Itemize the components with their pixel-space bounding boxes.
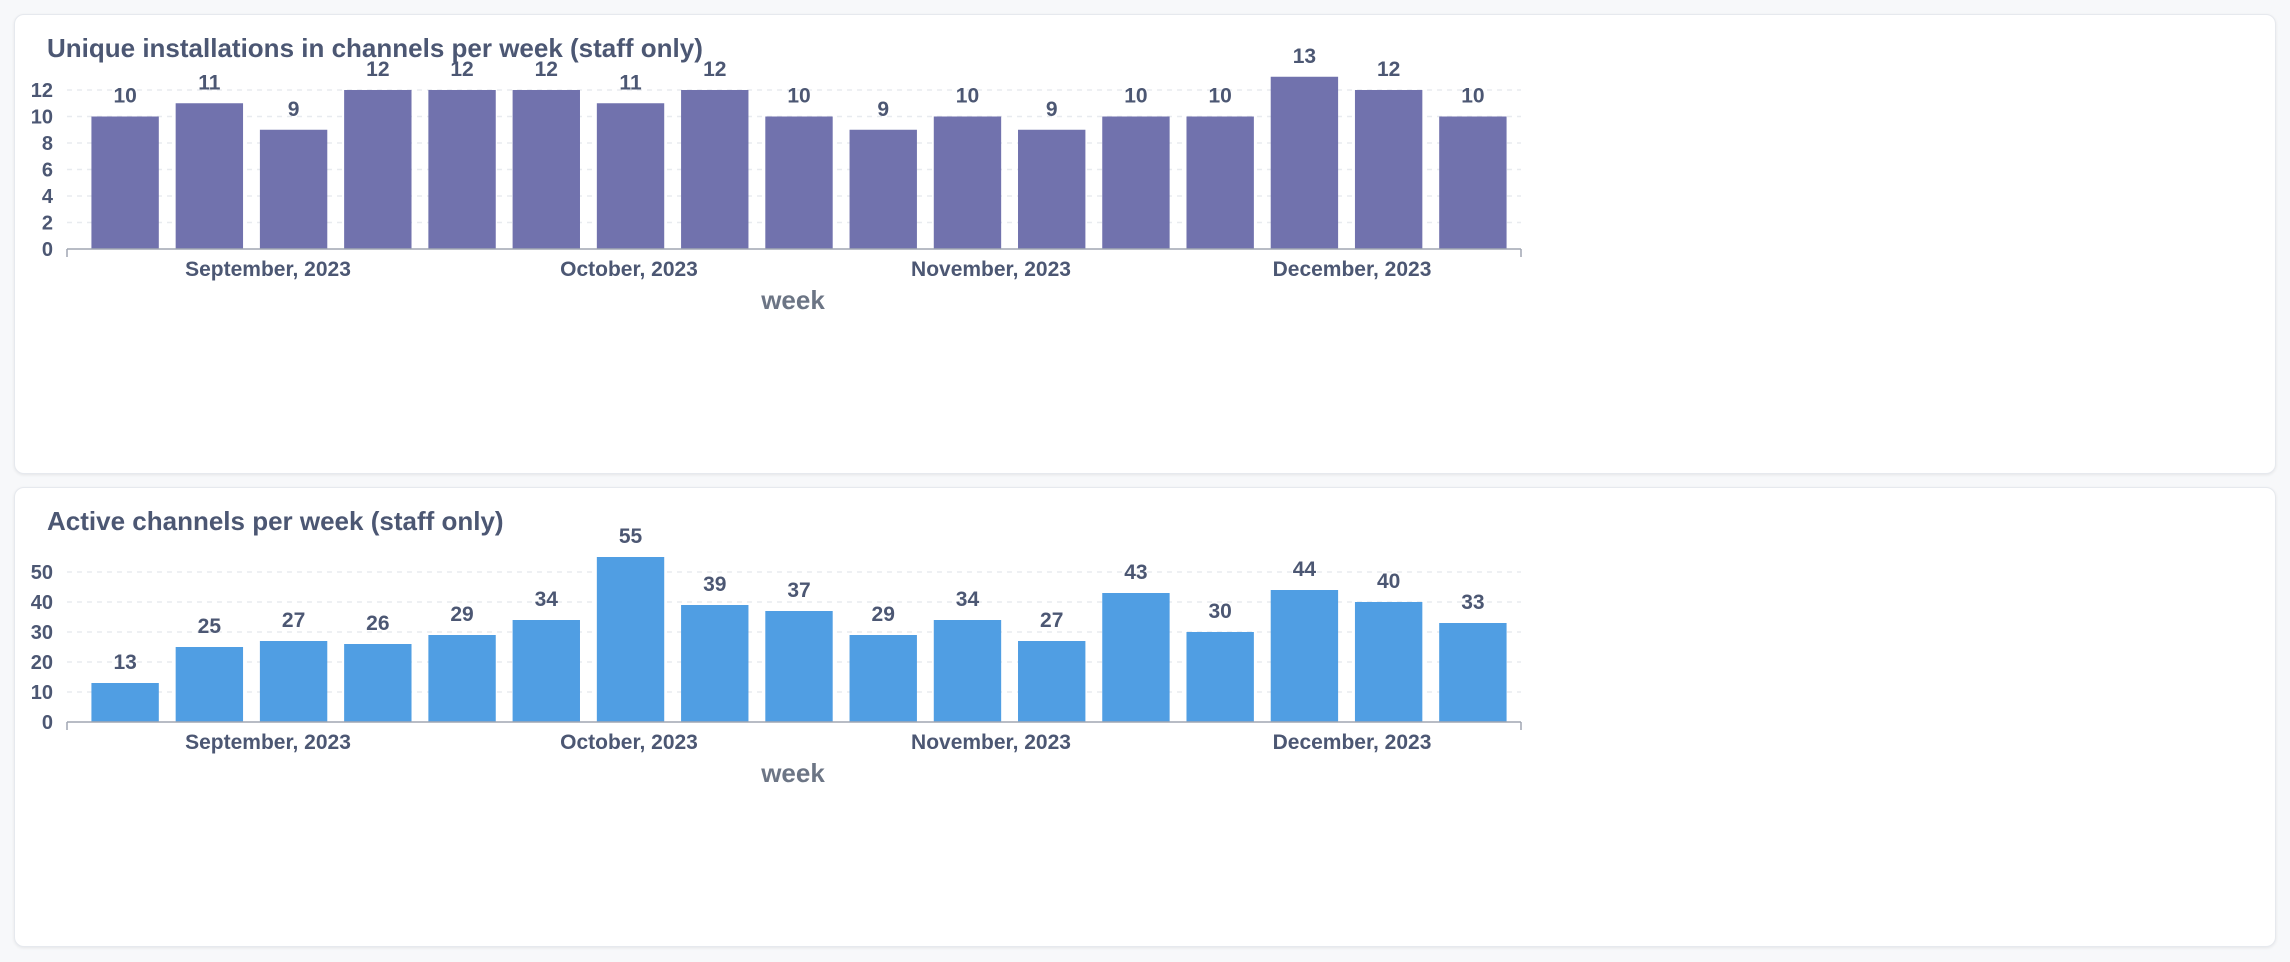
data-label: 29	[872, 603, 895, 626]
x-tick-label: December, 2023	[1273, 258, 1432, 281]
data-label: 40	[1377, 570, 1400, 593]
y-tick-label: 4	[42, 186, 54, 208]
y-tick-label: 12	[31, 80, 53, 102]
bar	[1018, 641, 1086, 722]
bar	[1439, 623, 1507, 722]
data-label: 10	[113, 85, 136, 108]
bar	[765, 116, 833, 249]
data-label: 33	[1461, 591, 1484, 614]
y-tick-label: 8	[42, 133, 53, 155]
data-label: 11	[198, 71, 221, 94]
bar	[1270, 590, 1339, 722]
x-tick-label: September, 2023	[185, 731, 351, 754]
x-tick-label: October, 2023	[560, 258, 698, 281]
data-label: 12	[535, 58, 558, 81]
data-label: 12	[366, 58, 389, 81]
data-label: 25	[198, 615, 222, 638]
data-label: 9	[288, 98, 300, 121]
data-label: 10	[1461, 85, 1484, 108]
chart-title: Active channels per week (staff only)	[47, 506, 504, 536]
bar	[1354, 90, 1423, 249]
data-label: 12	[1377, 58, 1400, 81]
data-label: 26	[366, 612, 389, 635]
bar	[428, 635, 496, 722]
x-axis-title: week	[760, 285, 825, 315]
y-tick-label: 6	[42, 160, 53, 182]
bar	[428, 90, 496, 249]
y-tick-label: 10	[31, 107, 53, 129]
bar	[91, 683, 159, 722]
x-tick-label: September, 2023	[185, 258, 351, 281]
chart-title: Unique installations in channels per wee…	[47, 33, 703, 63]
x-tick-label: October, 2023	[560, 731, 698, 754]
bar	[512, 90, 580, 249]
bar	[344, 644, 412, 722]
bar	[175, 103, 244, 249]
data-label: 29	[450, 603, 473, 626]
active-channels-chart: 0 10 20 30 40 50 13 25 27 26 29 34 55 39 37 29 34 27 43 30 4…	[31, 525, 1522, 788]
bar	[933, 116, 1002, 249]
bar	[596, 103, 665, 249]
x-tick-label: November, 2023	[911, 258, 1071, 281]
bar	[681, 90, 749, 249]
bar	[933, 620, 1002, 722]
data-label: 13	[1293, 45, 1316, 68]
y-tick-label: 0	[42, 712, 53, 734]
bar	[1439, 116, 1507, 249]
y-tick-label: 2	[42, 213, 53, 235]
chart-card-active-channels: Active channels per week (staff only) 0 1…	[14, 487, 2276, 947]
x-tick-label: November, 2023	[911, 731, 1071, 754]
data-label: 10	[787, 85, 810, 108]
bar	[1018, 129, 1086, 249]
bar	[175, 647, 244, 722]
bar	[1186, 116, 1254, 249]
data-label: 10	[956, 85, 979, 108]
bar	[1186, 632, 1254, 722]
y-tick-label: 50	[31, 562, 53, 584]
data-label: 44	[1293, 558, 1317, 581]
bar	[1102, 593, 1170, 722]
bar	[1354, 602, 1423, 722]
installations-chart: 0 2 4 6 8 10 12 10 11 9 12 12 12 11 12 10 9 10 9 10 10 13 12 10…	[31, 45, 1522, 315]
data-label: 10	[1124, 85, 1147, 108]
bar	[512, 620, 580, 722]
y-tick-label: 10	[31, 682, 53, 704]
bar	[596, 557, 665, 722]
data-label: 11	[619, 71, 642, 94]
x-axis-title: week	[760, 758, 825, 788]
data-label: 39	[703, 573, 726, 596]
bar	[849, 635, 917, 722]
bar	[681, 605, 749, 722]
bar	[259, 129, 328, 249]
y-tick-label: 40	[31, 592, 53, 614]
y-tick-label: 0	[42, 239, 53, 261]
data-label: 9	[1046, 98, 1058, 121]
data-label: 10	[1208, 85, 1231, 108]
data-label: 37	[787, 579, 810, 602]
x-tick-label: December, 2023	[1273, 731, 1432, 754]
bar	[849, 129, 917, 249]
y-tick-label: 30	[31, 622, 53, 644]
y-tick-label: 20	[31, 652, 53, 674]
data-label: 30	[1208, 600, 1231, 623]
data-label: 12	[450, 58, 473, 81]
data-label: 55	[619, 525, 643, 548]
bar	[259, 641, 328, 722]
bar	[1270, 76, 1339, 249]
data-label: 34	[956, 588, 980, 611]
data-label: 9	[877, 98, 889, 121]
data-label: 27	[282, 609, 305, 632]
data-label: 43	[1124, 561, 1147, 584]
chart-card-installations: Unique installations in channels per wee…	[14, 14, 2276, 474]
data-label: 27	[1040, 609, 1063, 632]
bar	[1102, 116, 1170, 249]
data-label: 34	[535, 588, 559, 611]
bar	[344, 90, 412, 249]
data-label: 13	[113, 651, 136, 674]
bar	[91, 116, 159, 249]
data-label: 12	[703, 58, 726, 81]
bar	[765, 611, 833, 722]
